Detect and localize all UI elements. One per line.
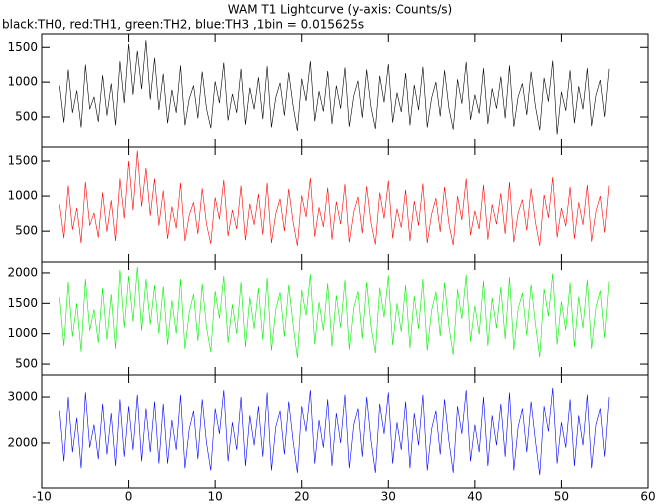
panel-frame bbox=[41, 146, 649, 263]
y-tick-label: 2000 bbox=[7, 265, 38, 279]
y-tick-label: 500 bbox=[15, 224, 38, 238]
y-tick-label: 500 bbox=[15, 357, 38, 371]
x-tick-label: -10 bbox=[32, 490, 52, 504]
y-tick-label: 2000 bbox=[7, 435, 38, 449]
x-tick-label: 30 bbox=[381, 490, 396, 504]
x-tick-label: 0 bbox=[125, 490, 133, 504]
chart-subtitle: black:TH0, red:TH1, green:TH2, blue:TH3 … bbox=[2, 18, 364, 32]
y-tick-label: 1000 bbox=[7, 189, 38, 203]
y-tick-label: 1500 bbox=[7, 40, 38, 54]
chart-title: WAM T1 Lightcurve (y-axis: Counts/s) bbox=[228, 3, 452, 17]
x-tick-label: 60 bbox=[640, 490, 655, 504]
y-tick-label: 3000 bbox=[7, 390, 38, 404]
y-tick-label: 1000 bbox=[7, 75, 38, 89]
y-tick-label: 1000 bbox=[7, 326, 38, 340]
y-tick-label: 1500 bbox=[7, 154, 38, 168]
x-tick-label: 50 bbox=[554, 490, 569, 504]
series-line bbox=[59, 40, 610, 135]
panel-frame bbox=[41, 374, 649, 489]
series-line bbox=[59, 150, 610, 246]
x-tick-label: 10 bbox=[208, 490, 223, 504]
y-tick-label: 500 bbox=[15, 110, 38, 124]
x-tick-label: 20 bbox=[294, 490, 309, 504]
series-line bbox=[59, 266, 610, 359]
y-tick-label: 1500 bbox=[7, 296, 38, 310]
series-line bbox=[59, 387, 610, 476]
x-tick-label: 40 bbox=[467, 490, 482, 504]
